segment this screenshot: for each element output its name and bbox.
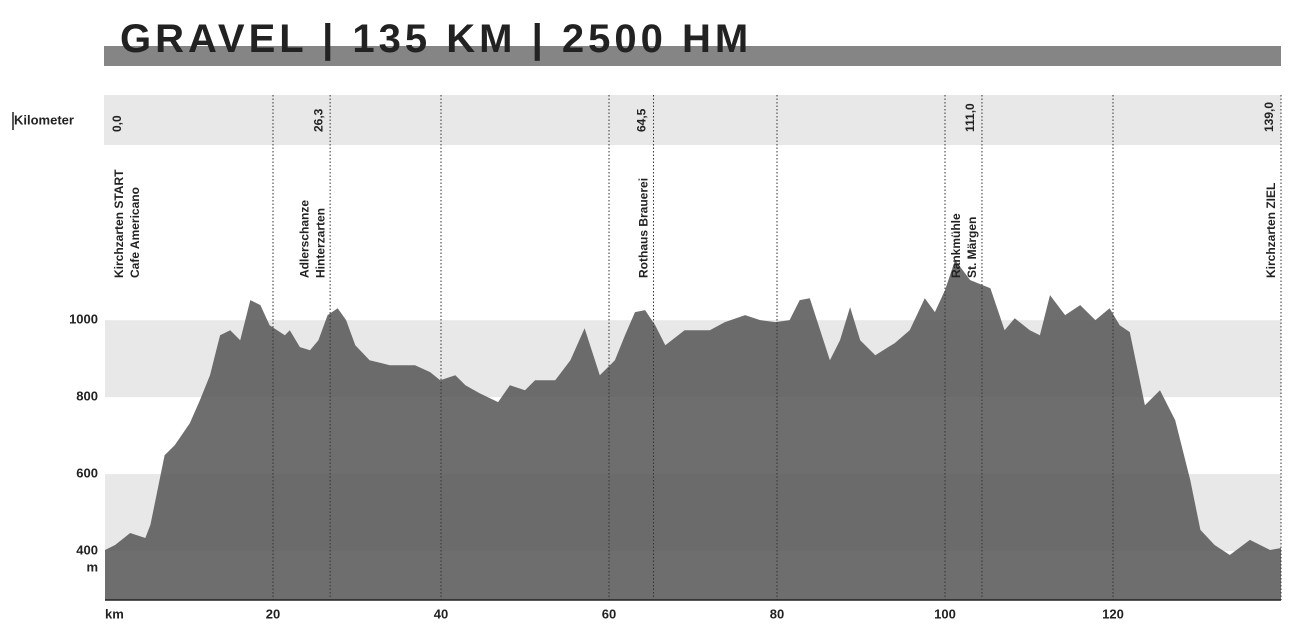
station-name: Rankmühle [949,213,963,278]
chart-title: GRAVEL | 135 KM | 2500 HM [120,17,752,61]
station-name: Kirchzarten START [112,169,126,278]
x-axis-unit: km [105,606,124,621]
x-tick-label: 60 [602,606,616,621]
x-tick-label: 120 [1102,606,1124,621]
y-tick-label: 800 [76,389,98,404]
station-name: Kirchzarten ZIEL [1264,183,1278,278]
elevation-area [105,260,1281,600]
y-tick-label: 400 [76,543,98,558]
station-name: Cafe Americano [128,187,142,278]
station-name: Hinterzarten [313,208,327,278]
station-name: Adlerschanze [297,200,311,278]
y-tick-label: 1000 [69,312,98,327]
y-tick-label: 600 [76,466,98,481]
station-km: 139,0 [1262,102,1276,132]
station-km: 64,5 [635,108,649,132]
km-row-label: Kilometer [14,112,74,127]
station-name: Rothaus Brauerei [637,178,651,278]
x-tick-label: 100 [934,606,956,621]
x-tick-label: 20 [266,606,280,621]
y-axis-unit: m [86,560,98,575]
km-row-band [104,95,1281,145]
title-bar [104,46,1281,66]
station-km: 26,3 [311,108,325,132]
x-tick-label: 40 [434,606,448,621]
station-name: St. Märgen [965,217,979,278]
station-km: 111,0 [963,103,977,132]
x-tick-label: 80 [770,606,784,621]
station-km: 0,0 [110,115,124,132]
